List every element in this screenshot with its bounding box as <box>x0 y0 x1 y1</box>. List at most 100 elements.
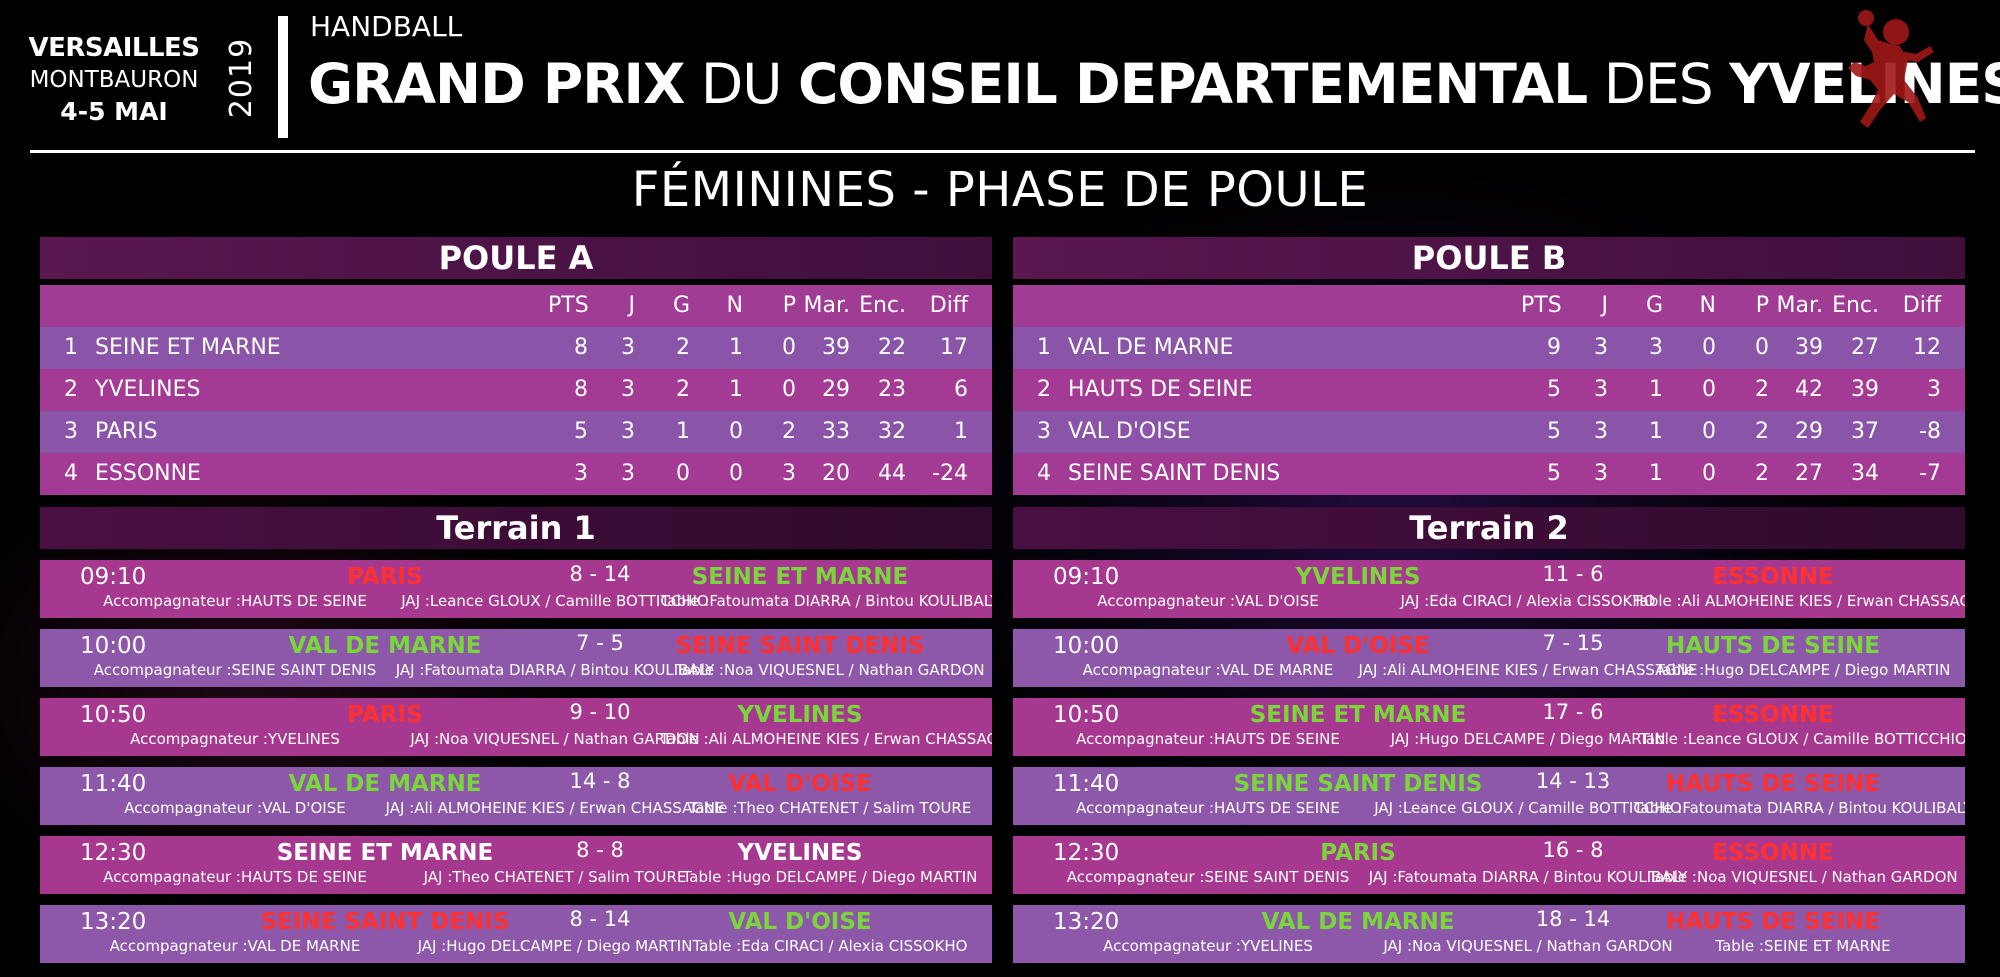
won-cell: 2 <box>676 377 690 402</box>
away-team: VAL D'OISE <box>728 771 872 797</box>
match-row: 11:40 VAL DE MARNE 14 - 8 VAL D'OISE Accompa… <box>40 767 992 825</box>
handball-player-icon <box>1848 10 1934 128</box>
team-cell: ESSONNE <box>95 461 201 486</box>
match-time: 13:20 <box>1053 909 1120 935</box>
away-team: ESSONNE <box>1712 702 1834 728</box>
col-g: G <box>672 293 690 318</box>
standings-header: PTS J G N P Mar. Enc. Diff <box>1013 285 1965 327</box>
pts-cell: 5 <box>574 419 588 444</box>
match-table-officials: Table :SEINE ET MARNE <box>1715 937 1891 955</box>
event-title: GRAND PRIX DU CONSEIL DEPARTEMENTAL DES … <box>308 52 2000 116</box>
rank-cell: 1 <box>64 335 78 360</box>
col-p: P <box>782 293 796 318</box>
match-row: 10:50 PARIS 9 - 10 YVELINES Accompagnateur :… <box>40 698 992 756</box>
standings-row: 4 SEINE SAINT DENIS 5 3 1 0 2 27 34 -7 <box>1013 453 1965 495</box>
pts-cell: 5 <box>1547 419 1561 444</box>
standings-rows: 1 SEINE ET MARNE 8 3 2 1 0 39 22 17 2 YVELINES 8 3 2 1 0… <box>40 327 992 495</box>
match-table-officials: Table :Fatoumata DIARRA / Bintou KOULIBA… <box>1633 799 1965 817</box>
home-team: VAL D'OISE <box>1286 633 1430 659</box>
match-escort: Accompagnateur :VAL DE MARNE <box>1082 661 1334 679</box>
goals-for-cell: 27 <box>1795 461 1823 486</box>
match-table-officials: Table :Hugo DELCAMPE / Diego MARTIN <box>682 868 978 886</box>
goals-for-cell: 29 <box>822 377 850 402</box>
goals-for-cell: 39 <box>822 335 850 360</box>
match-time: 10:00 <box>1053 633 1120 659</box>
lost-cell: 2 <box>1755 419 1769 444</box>
goals-against-cell: 39 <box>1851 377 1879 402</box>
match-escort: Accompagnateur :VAL D'OISE <box>1097 592 1319 610</box>
won-cell: 2 <box>676 335 690 360</box>
goal-diff-cell: 1 <box>954 419 968 444</box>
col-p: P <box>1755 293 1769 318</box>
rank-cell: 4 <box>64 461 78 486</box>
venue-city: VERSAILLES <box>28 33 200 63</box>
match-referees: JAJ :Theo CHATENET / Salim TOURE <box>423 868 687 886</box>
lost-cell: 2 <box>1755 461 1769 486</box>
drawn-cell: 0 <box>1702 377 1716 402</box>
match-referees: JAJ :Noa VIQUESNEL / Nathan GARDON <box>1383 937 1673 955</box>
match-time: 10:00 <box>80 633 147 659</box>
goal-diff-cell: -7 <box>1919 461 1941 486</box>
match-score: 14 - 13 <box>1535 769 1611 793</box>
match-referees: JAJ :Eda CIRACI / Alexia CISSOKHO <box>1400 592 1656 610</box>
match-table-officials: Table :Theo CHATENET / Salim TOURE <box>688 799 972 817</box>
col-n: N <box>726 293 743 318</box>
drawn-cell: 0 <box>729 461 743 486</box>
match-time: 12:30 <box>80 840 147 866</box>
rank-cell: 2 <box>64 377 78 402</box>
sport-label: HANDBALL <box>310 10 463 43</box>
title-part-3: CONSEIL DEPARTEMENTAL <box>798 52 1588 116</box>
match-list: 09:10 YVELINES 11 - 6 ESSONNE Accompagnateur… <box>1013 560 1965 963</box>
played-cell: 3 <box>1594 461 1608 486</box>
match-table-officials: Table :Leance GLOUX / Camille BOTTICCHIO <box>1639 730 1965 748</box>
match-escort: Accompagnateur :HAUTS DE SEINE <box>1076 799 1340 817</box>
goals-for-cell: 39 <box>1795 335 1823 360</box>
match-list: 09:10 PARIS 8 - 14 SEINE ET MARNE Accompagna… <box>40 560 992 963</box>
goals-against-cell: 22 <box>878 335 906 360</box>
match-escort: Accompagnateur :YVELINES <box>130 730 340 748</box>
col-g: G <box>1645 293 1663 318</box>
match-score: 14 - 8 <box>569 769 631 793</box>
away-team: SEINE SAINT DENIS <box>675 633 925 659</box>
match-score: 8 - 8 <box>576 838 624 862</box>
match-row: 10:50 SEINE ET MARNE 17 - 6 ESSONNE Accompag… <box>1013 698 1965 756</box>
col-enc: Enc. <box>1832 293 1879 318</box>
event-dates: 4-5 MAI <box>60 97 168 126</box>
pts-cell: 5 <box>1547 461 1561 486</box>
rank-cell: 1 <box>1037 335 1051 360</box>
drawn-cell: 0 <box>1702 335 1716 360</box>
drawn-cell: 0 <box>1702 461 1716 486</box>
goal-diff-cell: 3 <box>1927 377 1941 402</box>
event-year: 2019 <box>224 37 259 119</box>
goals-against-cell: 27 <box>1851 335 1879 360</box>
standings-rows: 1 VAL DE MARNE 9 3 3 0 0 39 27 12 2 HAUTS DE SEINE 5… <box>1013 327 1965 495</box>
match-table-officials: Table :Hugo DELCAMPE / Diego MARTIN <box>1655 661 1951 679</box>
away-team: HAUTS DE SEINE <box>1666 909 1880 935</box>
match-escort: Accompagnateur :SEINE SAINT DENIS <box>1066 868 1350 886</box>
col-diff: Diff <box>929 293 968 318</box>
match-score: 18 - 14 <box>1535 907 1611 931</box>
match-referees: JAJ :Leance GLOUX / Camille BOTTICCHIO <box>401 592 709 610</box>
away-team: ESSONNE <box>1712 564 1834 590</box>
panel-poule-b: POULE B PTS J G N P Mar. Enc. Diff 1 VAL … <box>1013 237 1965 963</box>
col-diff: Diff <box>1902 293 1941 318</box>
played-cell: 3 <box>1594 419 1608 444</box>
goals-against-cell: 34 <box>1851 461 1879 486</box>
rank-cell: 4 <box>1037 461 1051 486</box>
goals-against-cell: 37 <box>1851 419 1879 444</box>
match-time: 10:50 <box>1053 702 1120 728</box>
pts-cell: 9 <box>1547 335 1561 360</box>
home-team: PARIS <box>347 702 423 728</box>
match-table-officials: Table :Fatoumata DIARRA / Bintou KOULIBA… <box>660 592 992 610</box>
match-row: 10:00 VAL DE MARNE 7 - 5 SEINE SAINT DENIS A… <box>40 629 992 687</box>
lost-cell: 2 <box>782 419 796 444</box>
goals-for-cell: 33 <box>822 419 850 444</box>
header: VERSAILLES MONTBAURON 4-5 MAI 2019 HANDB… <box>0 0 2000 153</box>
col-enc: Enc. <box>859 293 906 318</box>
match-row: 13:20 SEINE SAINT DENIS 8 - 14 VAL D'OISE Ac… <box>40 905 992 963</box>
goals-against-cell: 44 <box>878 461 906 486</box>
goal-diff-cell: 17 <box>940 335 968 360</box>
home-team: VAL DE MARNE <box>288 633 482 659</box>
home-team: SEINE ET MARNE <box>1249 702 1467 728</box>
pts-cell: 5 <box>1547 377 1561 402</box>
